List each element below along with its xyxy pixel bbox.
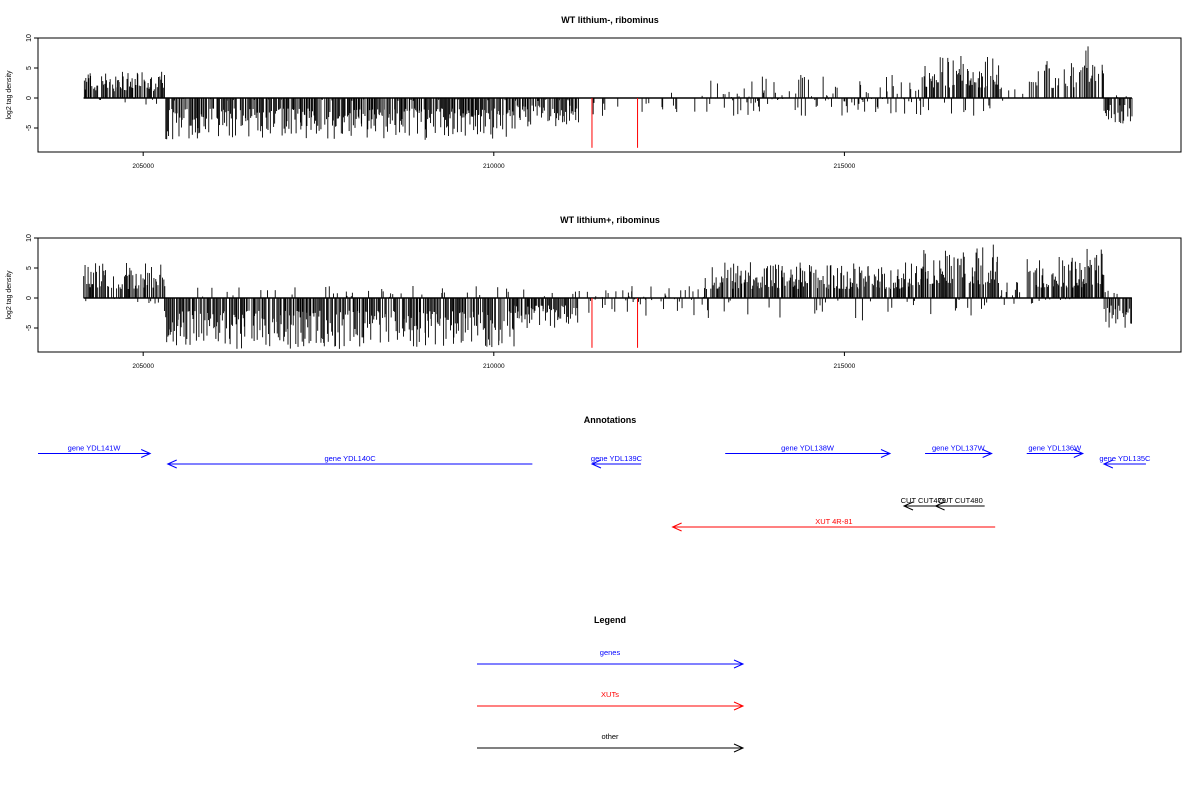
annotation-gene: gene YDL135C [1099,454,1151,469]
arrow-head [1073,449,1085,458]
y-tick-label: 5 [26,66,33,70]
feature-label: gene YDL136W [1028,444,1082,453]
annotation-gene: gene YDL140C [166,454,533,469]
arrow-head [880,449,892,458]
density-bars [83,244,1133,349]
annotation-other: CUT CUT480 [934,496,985,511]
feature-label: gene YDL139C [591,454,643,463]
x-tick-label: 205000 [132,163,154,170]
track-panel-lithium-minus: WT lithium-, ribominus log2 tag density … [6,15,1182,170]
plot-frame [37,37,1182,153]
axes: -5 0 5 10 205000 210000 215000 [26,234,1182,370]
legend-label: genes [600,648,621,657]
annotation-features: gene YDL141W gene YDL140C gene YDL139C gene… [38,444,1151,532]
legend-arrow-head [733,743,745,753]
annotation-gene: gene YDL141W [38,444,152,458]
axes: -5 0 5 10 205000 210000 215000 [26,34,1182,170]
annotation-gene: gene YDL138W [725,444,892,458]
x-tick-label: 210000 [483,163,505,170]
annotation-xut: XUT 4R-81 [671,517,996,532]
y-axis-label: log2 tag density [6,70,13,120]
arrow-head [982,449,993,458]
feature-label: CUT CUT479 [901,496,946,505]
annotation-gene: gene YDL137W [925,444,993,458]
annotation-gene: gene YDL139C [590,454,643,469]
legend: Legend genes XUTs other [477,615,745,753]
annotation-gene: gene YDL136W [1026,444,1085,458]
y-tick-label: -5 [26,325,33,331]
x-tick-label: 215000 [834,163,856,170]
arrow-head [934,501,945,511]
density-bars [83,46,1133,148]
arrow-head [590,459,602,469]
arrow-head [902,501,914,511]
panel-title: WT lithium-, ribominus [561,15,659,25]
legend-item-other: other [477,732,745,753]
legend-label: other [601,732,619,741]
y-tick-label: 10 [26,34,33,42]
legend-label: XUTs [601,690,619,699]
legend-items: genes XUTs other [477,648,745,753]
x-tick-label: 210000 [483,363,505,370]
y-tick-label: 0 [26,296,33,300]
legend-arrow-head [733,659,745,669]
legend-item-gene: genes [477,648,745,669]
plot-frame [37,237,1182,353]
feature-label: gene YDL141W [68,444,122,453]
arrow-head [140,449,152,458]
y-tick-label: 0 [26,96,33,100]
feature-label: gene YDL138W [781,444,835,453]
x-tick-label: 205000 [132,363,154,370]
feature-label: CUT CUT480 [937,496,982,505]
annotations-title: Annotations [584,415,637,425]
feature-label: gene YDL137W [932,444,986,453]
arrow-head [1102,459,1114,469]
feature-label: XUT 4R-81 [815,517,852,526]
track-panel-lithium-plus: WT lithium+, ribominus log2 tag density … [6,215,1182,370]
feature-label: gene YDL140C [324,454,376,463]
y-axis-label: log2 tag density [6,270,13,320]
panel-title: WT lithium+, ribominus [560,215,660,225]
feature-label: gene YDL135C [1099,454,1151,463]
legend-item-xut: XUTs [477,690,745,711]
y-tick-label: -5 [26,125,33,131]
legend-title: Legend [594,615,626,625]
x-tick-label: 215000 [834,363,856,370]
arrow-head [166,459,177,469]
y-tick-label: 10 [26,234,33,242]
y-tick-label: 5 [26,266,33,270]
arrow-head [671,522,682,532]
legend-arrow-head [733,701,745,711]
